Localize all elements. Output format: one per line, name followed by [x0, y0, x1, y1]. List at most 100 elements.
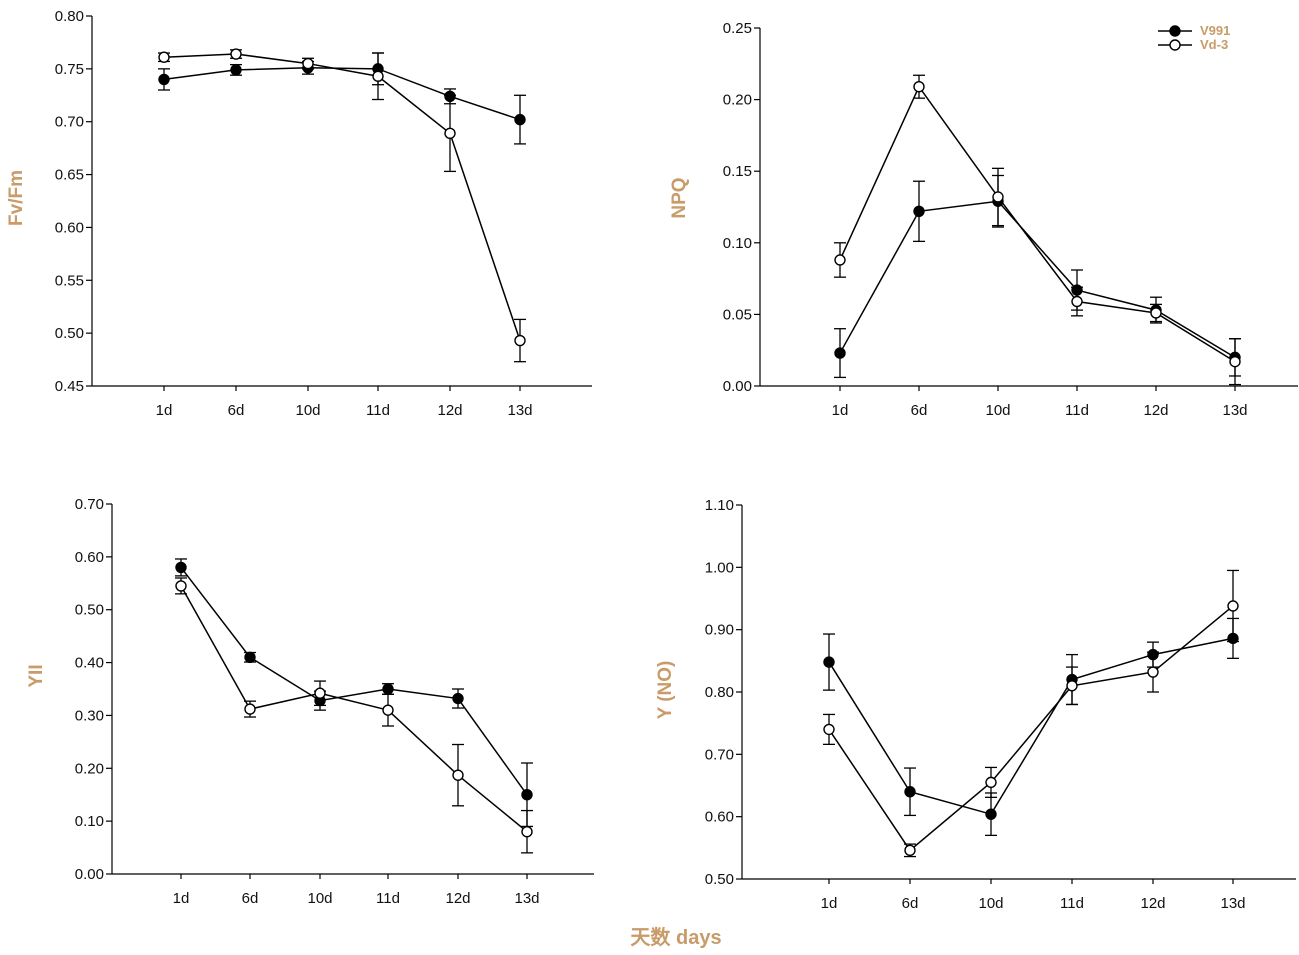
y-tick-label: 0.60	[75, 549, 104, 566]
y-tick-label: 0.50	[55, 325, 84, 342]
series-vd-3	[158, 48, 526, 363]
y-tick-label: 0.60	[55, 219, 84, 236]
data-point	[244, 703, 256, 715]
y-tick-label: 0.50	[705, 871, 734, 888]
x-tick-label: 11d	[366, 402, 390, 419]
data-point	[904, 844, 916, 857]
y-tick-label: 0.70	[55, 114, 84, 131]
data-point	[1229, 355, 1241, 368]
data-point	[913, 205, 925, 217]
legend: V991 Vd-3	[1158, 23, 1230, 52]
data-point	[158, 73, 170, 86]
common-x-axis-label: 天数 days	[630, 925, 721, 949]
data-point	[1147, 666, 1159, 678]
data-point	[514, 113, 526, 126]
y-axis-label: Fv/Fm	[6, 170, 27, 226]
x-tick-label: 12d	[445, 890, 470, 907]
y-axis-label: NPQ	[669, 177, 690, 218]
x-tick-label: 6d	[902, 895, 919, 912]
y-tick-label: 0.15	[723, 163, 752, 180]
chart-panel-3: 0.00 0.10 0.20 0.30 0.40 0.50 0.60 0.70 1d 6d 10d 1…	[26, 496, 594, 907]
series-line	[163, 67, 521, 121]
y-axis-label: YII	[26, 664, 47, 687]
series-v991	[823, 617, 1239, 837]
x-tick-label: 10d	[978, 895, 1003, 912]
series-line	[180, 585, 528, 833]
y-tick-label: 0.60	[705, 809, 734, 826]
data-point	[314, 687, 326, 699]
series-v991	[834, 174, 1241, 379]
y-tick-label: 0.40	[75, 655, 104, 672]
data-point	[521, 826, 533, 838]
data-point	[913, 81, 925, 93]
y-tick-label: 0.70	[705, 746, 734, 763]
data-point	[985, 808, 997, 820]
x-tick-label: 11d	[1060, 895, 1084, 912]
data-point	[244, 651, 256, 663]
data-point	[521, 789, 533, 801]
data-point	[904, 786, 916, 798]
data-point	[823, 656, 835, 668]
x-tick-label: 13d	[1220, 895, 1245, 912]
x-tick-label: 11d	[376, 890, 400, 907]
y-tick-label: 0.10	[723, 235, 752, 252]
x-tick-label: 1d	[821, 895, 838, 912]
series-v991	[158, 52, 526, 145]
data-point	[452, 692, 464, 705]
x-tick-label: 1d	[832, 402, 849, 419]
chart-panel-4: 0.50 0.60 0.70 0.80 0.90 1.00 1.10 1d 6d 10d 11d 12…	[655, 497, 1296, 912]
series-vd-3	[175, 577, 533, 854]
data-point	[175, 561, 187, 574]
series-vd-3	[834, 74, 1241, 386]
data-point	[992, 191, 1004, 203]
y-tick-label: 0.50	[75, 602, 104, 619]
data-point	[230, 48, 242, 60]
x-tick-label: 6d	[228, 402, 245, 419]
y-tick-label: 0.00	[75, 866, 104, 883]
y-tick-label: 0.65	[55, 167, 84, 184]
series-line	[828, 637, 1234, 816]
data-point	[382, 683, 394, 695]
series-line	[163, 53, 521, 341]
y-tick-label: 0.10	[75, 813, 104, 830]
data-point	[823, 723, 835, 736]
data-point	[382, 704, 394, 716]
x-tick-label: 13d	[1222, 402, 1247, 419]
x-tick-label: 6d	[911, 402, 928, 419]
data-point	[302, 57, 314, 70]
chart-panel-2: 0.00 0.05 0.10 0.15 0.20 0.25 1d 6d 10d 11d 12d 13d…	[669, 20, 1298, 419]
data-point	[1071, 295, 1083, 308]
y-tick-label: 0.90	[705, 622, 734, 639]
x-tick-label: 12d	[1143, 402, 1168, 419]
data-point	[834, 254, 846, 266]
y-tick-label: 0.80	[55, 8, 84, 25]
series-line	[839, 85, 1236, 363]
series-v991	[175, 558, 533, 828]
y-tick-label: 0.55	[55, 272, 84, 289]
data-point	[1227, 600, 1239, 612]
series-vd-3	[823, 569, 1239, 858]
y-tick-label: 0.20	[75, 760, 104, 777]
legend-marker-vd3	[1169, 39, 1181, 51]
y-tick-label: 0.45	[55, 378, 84, 395]
data-point	[1150, 307, 1162, 319]
chart-panel-1: 0.45 0.50 0.55 0.60 0.65 0.70 0.75 0.80 1d 6d 10d 1…	[6, 8, 592, 419]
data-point	[1066, 680, 1078, 692]
y-tick-label: 0.25	[723, 20, 752, 37]
data-point	[372, 70, 384, 82]
series-line	[180, 566, 528, 796]
x-tick-label: 1d	[173, 890, 190, 907]
x-tick-label: 13d	[514, 890, 539, 907]
y-axis-label: Y (NO)	[655, 661, 676, 720]
data-point	[452, 769, 464, 781]
x-tick-label: 1d	[156, 402, 173, 419]
legend-label-v991: V991	[1200, 23, 1230, 38]
data-point	[444, 127, 456, 140]
x-tick-label: 12d	[437, 402, 462, 419]
x-tick-label: 10d	[295, 402, 320, 419]
x-tick-label: 6d	[242, 890, 259, 907]
x-tick-label: 13d	[507, 402, 532, 419]
chart-panels: 0.45 0.50 0.55 0.60 0.65 0.70 0.75 0.80 1d 6d 10d 1…	[6, 8, 1298, 912]
data-point	[230, 64, 242, 76]
y-tick-label: 1.10	[705, 497, 734, 514]
